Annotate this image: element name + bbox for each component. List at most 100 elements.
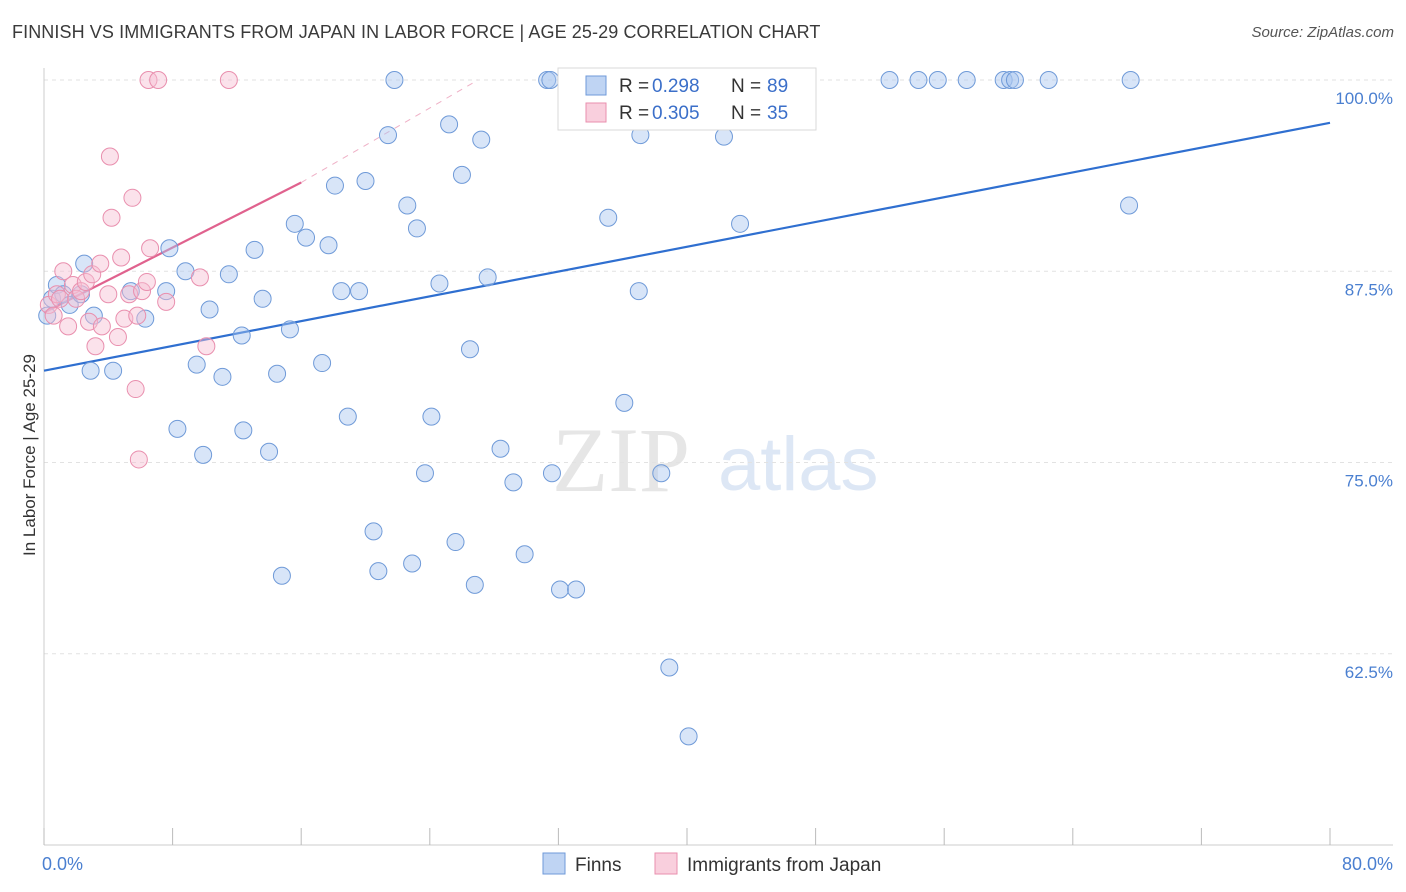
finns-point	[232, 326, 251, 345]
japan-point	[123, 188, 142, 207]
finns-point	[541, 71, 560, 89]
y-tick-label: 62.5%	[1345, 663, 1393, 682]
bottom-legend-label-japan: Immigrants from Japan	[687, 855, 881, 876]
finns-point	[440, 115, 459, 134]
legend-r-label-japan: R =	[619, 103, 649, 124]
finns-point	[187, 355, 206, 374]
finns-point	[350, 282, 369, 301]
finns-point	[679, 727, 698, 746]
finns-point	[478, 268, 497, 287]
finns-point	[245, 240, 264, 259]
finns-point	[385, 71, 404, 89]
legend-r-value-finns: 0.298	[652, 76, 700, 97]
bottom-legend: Finns Immigrants from Japan	[542, 852, 881, 876]
japan-point	[44, 306, 63, 325]
finns-point	[356, 171, 375, 190]
bottom-legend-label-finns: Finns	[575, 855, 621, 876]
japan-point	[157, 292, 176, 311]
watermark-atlas: atlas	[718, 422, 879, 507]
finns-trend-line	[43, 121, 1331, 372]
japan-point	[71, 282, 90, 301]
finns-point	[1001, 71, 1020, 89]
finns-point	[928, 71, 947, 89]
finns-point	[200, 300, 219, 319]
finns-point	[515, 545, 534, 564]
finns-point	[957, 71, 976, 89]
finns-point	[446, 533, 465, 552]
bottom-legend-swatch-japan	[654, 852, 678, 875]
finns-point	[157, 282, 176, 301]
finns-point	[465, 575, 484, 594]
finns-point	[104, 361, 123, 380]
finns-point	[219, 265, 238, 284]
japan-point	[197, 337, 216, 356]
axes: 62.5% 75.0% 87.5% 100.0%	[43, 68, 1393, 846]
japan-point	[54, 262, 73, 281]
legend-swatch-japan	[585, 102, 607, 123]
finns-point	[1039, 71, 1058, 89]
japan-trend-extension	[300, 79, 479, 183]
japan-point	[86, 337, 105, 356]
finns-point	[415, 464, 434, 483]
finns-point	[551, 580, 570, 599]
finns-point	[491, 439, 510, 458]
finns-point	[504, 473, 523, 492]
legend-n-value-japan: 35	[767, 103, 788, 124]
finns-point	[472, 130, 491, 149]
japan-point	[141, 239, 160, 258]
finns-point	[542, 464, 561, 483]
finns-point	[652, 464, 671, 483]
finns-point	[160, 239, 179, 258]
finns-point	[1121, 71, 1140, 89]
japan-point	[76, 272, 95, 291]
japan-point	[137, 272, 156, 291]
finns-point	[460, 340, 479, 359]
finns-point	[660, 658, 679, 677]
finns-point	[430, 274, 449, 293]
finns-point	[369, 562, 388, 581]
japan-point	[59, 317, 78, 336]
finns-point	[260, 442, 279, 461]
y-axis-label: In Labor Force | Age 25-29	[20, 354, 39, 556]
chart-title: FINNISH VS IMMIGRANTS FROM JAPAN IN LABO…	[12, 22, 821, 42]
finns-point	[313, 354, 332, 373]
japan-point	[139, 71, 158, 89]
y-tick-label: 87.5%	[1345, 280, 1393, 299]
finns-point	[379, 126, 398, 145]
japan-point	[108, 328, 127, 347]
finns-point	[338, 407, 357, 426]
finns-point	[213, 367, 232, 386]
finns-point	[398, 196, 417, 215]
finns-point	[567, 580, 586, 599]
finns-point	[297, 228, 316, 247]
legend-r-value-japan: 0.305	[652, 103, 700, 124]
japan-point	[91, 254, 110, 273]
finns-point	[234, 421, 253, 440]
bottom-legend-swatch-finns	[542, 852, 566, 875]
finns-point	[422, 407, 441, 426]
legend-n-label-finns: N =	[731, 76, 761, 97]
japan-point	[219, 71, 238, 89]
finns-point	[268, 364, 287, 383]
finns-point	[909, 71, 928, 89]
finns-point	[168, 419, 187, 438]
finns-point	[407, 219, 426, 238]
finns-point	[194, 445, 213, 464]
finns-point	[629, 282, 648, 301]
finns-point	[325, 176, 344, 195]
japan-point	[190, 268, 209, 287]
japan-point	[51, 289, 70, 308]
finns-point	[403, 554, 422, 573]
japan-point	[126, 380, 145, 399]
finns-point	[364, 522, 383, 541]
legend-n-label-japan: N =	[731, 103, 761, 124]
finns-point	[81, 361, 100, 380]
legend-n-value-finns: 89	[767, 76, 788, 97]
japan-point	[102, 208, 121, 227]
legend-box: R = 0.298 N = 89 R = 0.305 N = 35	[557, 67, 817, 131]
y-tick-label: 75.0%	[1345, 472, 1393, 491]
finns-point	[285, 214, 304, 233]
finns-point	[280, 320, 299, 339]
japan-point	[149, 71, 168, 89]
japan-point	[100, 147, 119, 166]
